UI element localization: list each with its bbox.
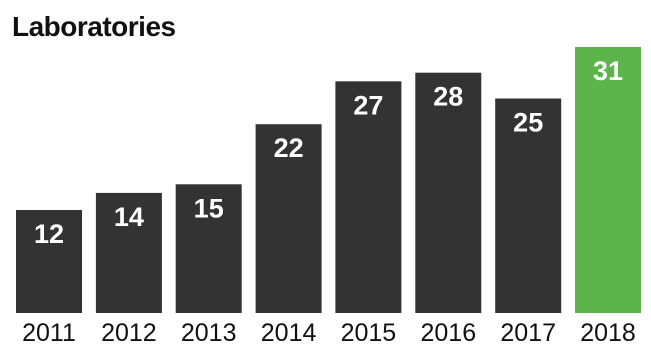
bar-2013 <box>175 184 242 313</box>
bar-2017 <box>495 98 562 313</box>
bars-group <box>16 47 641 313</box>
bar-value-label-2014: 22 <box>274 133 304 163</box>
x-tick-label-2017: 2017 <box>500 319 556 345</box>
bar-value-label-2016: 28 <box>433 82 463 112</box>
chart-title: Laboratories <box>12 11 176 42</box>
x-tick-label-2011: 2011 <box>22 319 76 345</box>
bar-2011 <box>16 210 82 313</box>
bar-2018 <box>575 47 641 313</box>
x-tick-label-2018: 2018 <box>580 319 636 345</box>
bar-value-label-2011: 12 <box>34 219 64 249</box>
x-tick-label-2015: 2015 <box>341 319 397 345</box>
bar-2014 <box>255 124 322 313</box>
x-axis-ticks: 2011 2012 2013 2014 2015 2016 2017 2018 <box>22 319 636 345</box>
bar-labels-group: 12 14 15 22 27 28 25 31 <box>34 56 623 249</box>
x-tick-label-2016: 2016 <box>420 319 476 345</box>
x-tick-label-2012: 2012 <box>101 319 157 345</box>
bar-value-label-2012: 14 <box>114 202 144 232</box>
bar-2016 <box>415 72 482 313</box>
bar-2015 <box>335 81 402 313</box>
bar-value-label-2013: 15 <box>194 193 224 223</box>
x-tick-label-2014: 2014 <box>261 319 317 345</box>
bar-value-label-2017: 25 <box>513 108 543 138</box>
x-tick-label-2013: 2013 <box>181 319 237 345</box>
bar-value-label-2018: 31 <box>593 56 623 86</box>
bar-2012 <box>95 192 162 313</box>
bar-value-label-2015: 27 <box>353 90 383 120</box>
